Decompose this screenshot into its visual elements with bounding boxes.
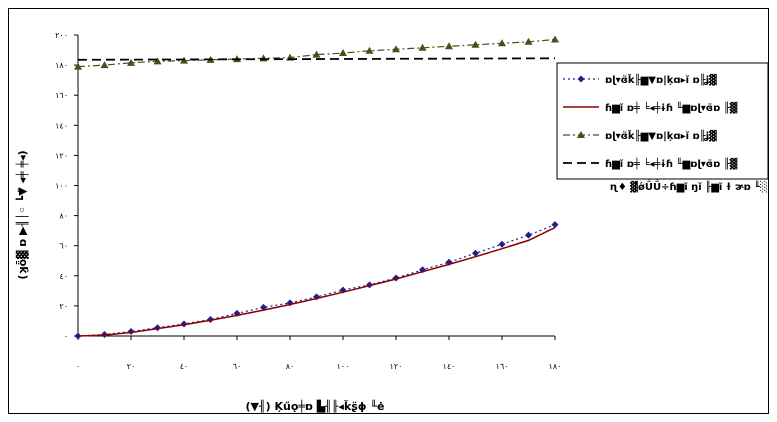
x-tick-label: ٨٠	[286, 362, 295, 371]
legend-note: ɳ♦ ▓̈ǿǗǗ÷ɦ▆ĭ ŋĭ ╟▆ĭ ɫ ɚɒ ╙░	[610, 178, 768, 193]
data-point	[153, 57, 162, 65]
x-tick-label: ١٦٠	[496, 362, 509, 371]
series-layer	[74, 35, 559, 340]
data-point	[365, 46, 374, 54]
x-tick-label: ٤٠	[180, 362, 189, 371]
y-axis-title: (ʞ̬ȫ▓ ɒ ▶╢│◦ ┗▼̈ ◂╪ ╪◂)	[15, 150, 29, 279]
legend-marker	[577, 131, 585, 138]
x-tick-label: ١٤٠	[443, 362, 456, 371]
x-tick-label: ٦٠	[233, 362, 242, 371]
data-point	[472, 249, 479, 257]
y-tick-label: ١٢٠	[55, 151, 68, 160]
series-line	[77, 224, 556, 337]
data-point	[74, 62, 82, 70]
series-3	[74, 35, 559, 70]
legend-box	[556, 62, 769, 180]
y-tick-label: ١٠٠	[55, 182, 68, 191]
y-tick-label: ٦٠	[59, 242, 68, 251]
legend-entry: ɦ▆ĭ ɒ╪ ╘◂╪ɨɦ ╙▆ɒɭ▾ɞ̈ɒ ╟▓	[563, 101, 738, 114]
legend-entry: ɒɭ▾ɞ̈ǩ╟▆▼ɒ|ķɑ▸ĭ ɒ╟ʝ▓	[563, 73, 717, 86]
y-tick-label: ٢٠٠	[55, 31, 68, 40]
y-tick-label: ١٨٠	[55, 61, 68, 70]
data-point	[524, 37, 533, 45]
data-point	[392, 45, 400, 53]
legend-label: ɒɭ▾ɞ̈ǩ╟▆▼ɒ|ķɑ▸ĭ ɒ╟ʝ▓	[605, 73, 717, 86]
x-tick-label: ١٨٠	[549, 362, 562, 371]
y-tick-label: ٠	[64, 332, 68, 341]
y-tick-label: ٨٠	[59, 212, 68, 221]
data-point	[551, 35, 559, 43]
series-line	[77, 57, 556, 61]
y-tick-label: ٢٠	[59, 302, 68, 311]
y-tick-label: ١٦٠	[55, 91, 68, 100]
x-axis-title: (▼╢) Ķűǫ╪ɒ ▙╢╟◂ǩʂ̈ɸ ╙ė	[246, 399, 385, 413]
data-point	[339, 49, 347, 57]
series-2	[77, 226, 556, 337]
legend: ɒɭ▾ɞ̈ǩ╟▆▼ɒ|ķɑ▸ĭ ɒ╟ʝ▓ ɦ▆ĭ ɒ╪ ╘◂╪ɨɦ ╙▆ɒɭ▾ɞ̈…	[556, 62, 769, 180]
legend-label: ɦ▆ĭ ɒ╪ ╘◂╪ɨɦ ╙▆ɒɭ▾ɞ̈ɒ ╟▓	[605, 157, 738, 170]
data-point	[127, 58, 135, 66]
data-point	[498, 240, 506, 248]
legend-entry: ɦ▆ĭ ɒ╪ ╘◂╪ɨɦ ╙▆ɒɭ▾ɞ̈ɒ ╟▓	[563, 157, 738, 170]
data-point	[498, 39, 506, 47]
data-point	[445, 42, 453, 50]
legend-marker	[577, 75, 585, 83]
x-tick-label: ٠	[76, 362, 80, 371]
legend-label: ɒɭ▾ɞ̈ǩ╟▆▼ɒ|ķɑ▸ĭ ɒ╟ʝ▓	[605, 129, 717, 142]
data-point	[525, 231, 532, 239]
series-line	[77, 226, 556, 337]
legend-entry: ɒɭ▾ɞ̈ǩ╟▆▼ɒ|ķɑ▸ĭ ɒ╟ʝ▓	[563, 129, 717, 142]
series-4	[77, 57, 556, 61]
legend-label: ɦ▆ĭ ɒ╪ ╘◂╪ɨɦ ╙▆ɒɭ▾ɞ̈ɒ ╟▓	[605, 101, 738, 114]
data-point	[100, 61, 109, 69]
x-tick-label: ١٢٠	[390, 362, 403, 371]
data-point	[551, 221, 559, 229]
axes: ٠ ٢٠ ٤٠ ٦٠ ٨٠ ١٠٠ ١٢٠ ١٤٠ ١٦٠ ١٨٠ ٢٠٠ ٠ ٢٠ ٤٠ ٦٠ ٨٠ ١٠٠ ١…	[55, 31, 561, 371]
series-1	[74, 221, 559, 340]
data-point	[312, 50, 321, 58]
data-point	[418, 43, 427, 51]
y-tick-label: ٤٠	[59, 272, 68, 281]
x-tick-label: ١٠٠	[337, 362, 350, 371]
y-tick-label: ١٤٠	[55, 121, 68, 130]
data-point	[471, 40, 480, 48]
x-tick-label: ٢٠	[127, 362, 136, 371]
